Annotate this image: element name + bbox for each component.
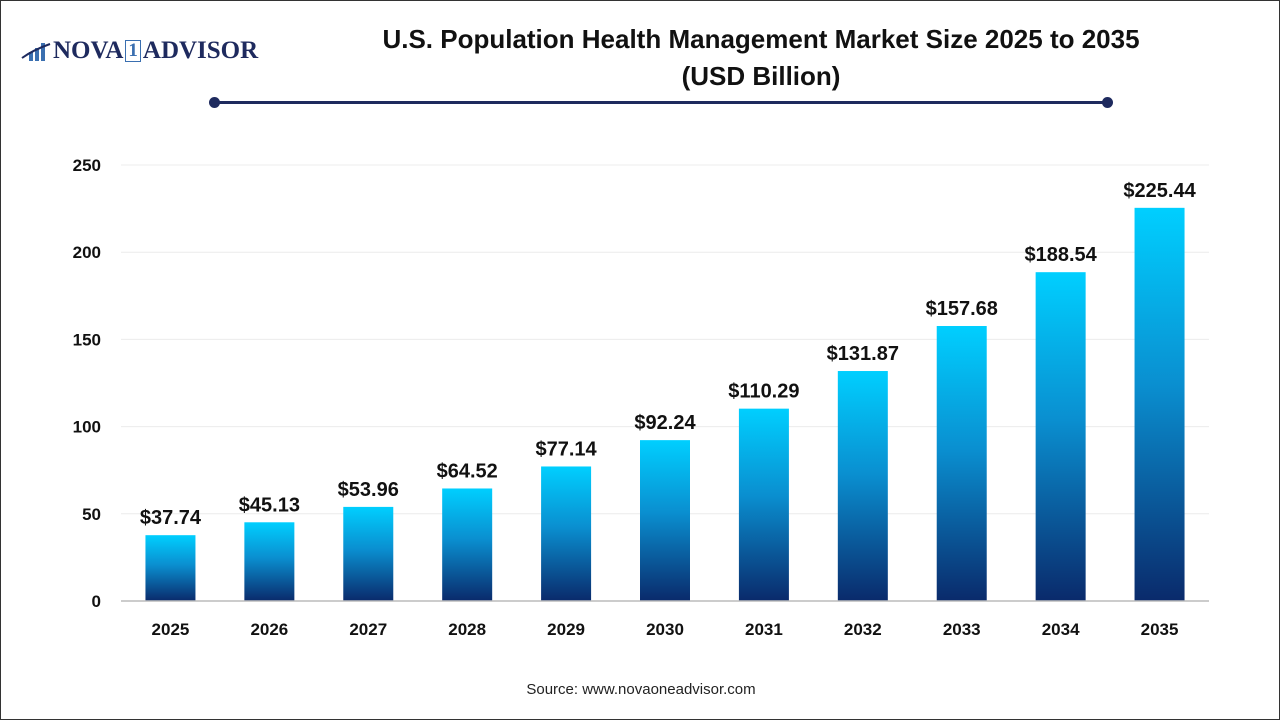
data-label: $77.14 — [536, 438, 598, 460]
logo: NOVA 1 ADVISOR — [21, 37, 258, 65]
data-label: $110.29 — [728, 381, 799, 403]
x-tick-label: 2027 — [349, 620, 387, 639]
y-tick-label: 50 — [82, 505, 101, 524]
title-divider — [214, 101, 1107, 104]
bar — [343, 506, 394, 601]
bar — [244, 522, 295, 601]
bar — [442, 488, 493, 601]
x-tick-label: 2035 — [1141, 620, 1179, 639]
logo-text-right: ADVISOR — [142, 37, 259, 64]
divider-dot-left — [209, 97, 220, 108]
data-label: $53.96 — [338, 479, 399, 501]
divider-dot-right — [1102, 97, 1113, 108]
y-tick-label: 100 — [73, 418, 101, 437]
title-line-1: U.S. Population Health Management Market… — [382, 24, 1140, 54]
logo-bars-icon — [21, 43, 51, 61]
x-tick-label: 2034 — [1042, 620, 1080, 639]
logo-text: NOVA — [53, 37, 124, 64]
data-label: $64.52 — [437, 460, 498, 482]
bar — [541, 466, 592, 601]
x-tick-label: 2026 — [250, 620, 288, 639]
source-note: Source: www.novaoneadvisor.com — [526, 681, 756, 698]
data-label: $157.68 — [926, 298, 998, 320]
x-tick-label: 2032 — [844, 620, 882, 639]
bar — [145, 535, 196, 601]
y-tick-label: 150 — [73, 330, 101, 349]
bar — [936, 326, 987, 601]
x-tick-label: 2031 — [745, 620, 783, 639]
y-tick-label: 200 — [73, 243, 101, 262]
bar — [837, 371, 888, 601]
bar — [1035, 272, 1086, 601]
x-tick-label: 2030 — [646, 620, 684, 639]
y-tick-label: 250 — [73, 156, 101, 175]
data-label: $225.44 — [1123, 180, 1196, 202]
data-label: $45.13 — [239, 494, 300, 516]
x-tick-label: 2033 — [943, 620, 981, 639]
data-label: $92.24 — [634, 412, 696, 434]
data-label: $131.87 — [827, 343, 899, 365]
bar — [1134, 207, 1185, 601]
data-label: $37.74 — [140, 507, 202, 529]
y-tick-label: 0 — [92, 592, 101, 611]
bar — [640, 440, 690, 601]
x-tick-label: 2028 — [448, 620, 486, 639]
x-tick-label: 2025 — [152, 620, 190, 639]
title-line-2: (USD Billion) — [681, 61, 841, 91]
x-tick-label: 2029 — [547, 620, 585, 639]
chart-title: U.S. Population Health Management Market… — [291, 21, 1231, 95]
logo-one: 1 — [125, 40, 141, 62]
data-label: $188.54 — [1024, 244, 1097, 266]
bar — [738, 408, 789, 601]
